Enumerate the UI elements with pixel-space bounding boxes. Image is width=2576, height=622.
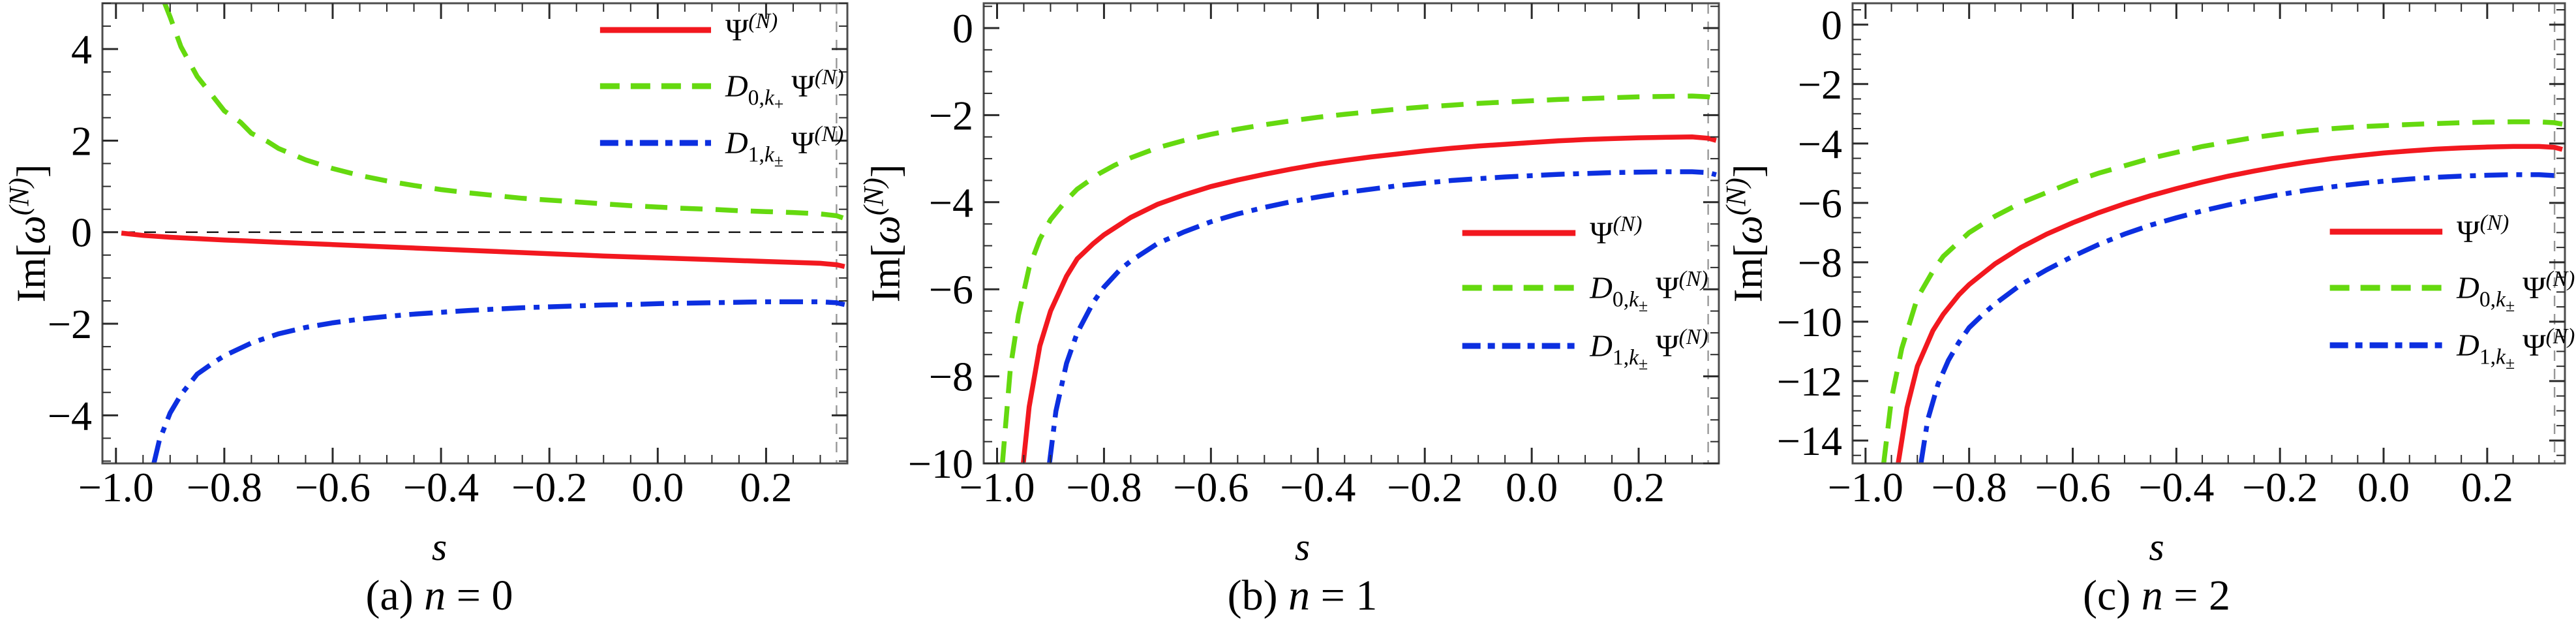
x-tick-label: −0.2 [2242, 464, 2318, 510]
x-tick-label: −0.8 [187, 464, 262, 510]
legend: Ψ(N) D0,k+ Ψ(N) D1,k± Ψ(N) [599, 9, 844, 170]
legend-label: D0,k± Ψ(N) [1589, 267, 1708, 315]
legend-label: Ψ(N) [1590, 212, 1642, 251]
axis-ticks [1853, 3, 2565, 463]
axis-ticks [984, 3, 1719, 465]
panel-caption: (b) n = 1 [1228, 572, 1378, 619]
panel-a: −1.0 −0.8 −0.6 −0.4 −0.2 0.0 0.2 4 2 0 −2 −4 Im[ω(N)… [4, 2, 849, 619]
legend-label: Ψ(N) [2457, 211, 2509, 249]
x-tick-label: −0.6 [295, 464, 371, 510]
legend-label: D0,k+ Ψ(N) [725, 65, 844, 114]
x-tick-label: 0.2 [2461, 464, 2513, 510]
y-tick-label: −2 [929, 92, 973, 138]
y-axis-label-group: Im[ω(N)] [858, 164, 909, 303]
y-tick-label: −14 [1777, 418, 1842, 464]
x-tick-label: −0.8 [1932, 464, 2007, 510]
legend-item-psi: Ψ(N) [1462, 212, 1642, 251]
y-tick-label: 2 [71, 117, 92, 164]
curve-d1 [151, 299, 845, 463]
x-tick-label: −0.4 [2138, 464, 2214, 510]
curve-d1 [1918, 172, 2563, 463]
x-axis-label: s [2149, 525, 2164, 568]
curve-psi [1896, 144, 2563, 463]
curve-psi [1020, 134, 1717, 463]
y-tick-label: −4 [1798, 121, 1842, 167]
curve-d0 [1881, 119, 2563, 463]
legend-item-d0: D0,k+ Ψ(N) [599, 65, 844, 114]
panel-c: −1.0 −0.8 −0.6 −0.4 −0.2 0.0 0.2 0 −2 −4 −6 −8 −10 −1… [1721, 2, 2575, 619]
y-tick-label: −2 [1798, 61, 1842, 108]
y-tick-label: −6 [1798, 180, 1842, 226]
plot-frame [101, 2, 849, 465]
y-tick-label: −8 [929, 354, 973, 400]
y-axis-label: Im[ω(N)] [1721, 164, 1771, 303]
y-axis-label-group: Im[ω(N)] [4, 164, 54, 303]
y-axis-label-group: Im[ω(N)] [1721, 164, 1771, 303]
plot-frame [1851, 2, 2566, 465]
y-tick-label: −6 [929, 266, 973, 313]
x-tick-label: −0.2 [511, 464, 587, 510]
y-tick-label: −12 [1777, 358, 1842, 405]
x-tick-label: 0.0 [631, 464, 684, 510]
legend-item-psi: Ψ(N) [599, 9, 778, 48]
x-tick-label: −0.6 [1173, 464, 1249, 510]
x-tick-label: −1.0 [959, 464, 1035, 510]
legend-item-d1: D1,k± Ψ(N) [2329, 324, 2575, 373]
x-tick-label: −0.4 [403, 464, 479, 510]
y-tick-label: −2 [48, 301, 92, 347]
legend-label: D0,k± Ψ(N) [2456, 267, 2575, 315]
y-tick-label: 4 [71, 26, 92, 72]
x-axis-label: s [432, 525, 447, 568]
plot-frame [982, 2, 1720, 465]
curve-d1 [1047, 169, 1717, 463]
curve-d0 [999, 93, 1717, 463]
legend: Ψ(N) D0,k± Ψ(N) D1,k± Ψ(N) [2329, 211, 2575, 373]
legend: Ψ(N) D0,k± Ψ(N) D1,k± Ψ(N) [1462, 212, 1708, 373]
legend-label: D1,k± Ψ(N) [2456, 324, 2575, 373]
y-axis-label: Im[ω(N)] [4, 164, 54, 303]
y-axis-label: Im[ω(N)] [858, 164, 909, 303]
x-tick-label: 0.2 [1613, 464, 1665, 510]
y-tick-label: 0 [71, 210, 92, 256]
y-tick-label: −10 [908, 441, 973, 487]
axis-ticks [102, 3, 847, 463]
legend-item-psi: Ψ(N) [2329, 211, 2509, 249]
y-tick-label: −8 [1798, 240, 1842, 286]
panel-caption: (c) n = 2 [2083, 572, 2230, 619]
curve-psi [121, 230, 845, 270]
legend-label: D1,k± Ψ(N) [725, 122, 843, 170]
x-tick-label: −0.2 [1387, 464, 1462, 510]
legend-item-d1: D1,k± Ψ(N) [599, 122, 843, 170]
x-tick-label: −0.6 [2035, 464, 2110, 510]
legend-item-d0: D0,k± Ψ(N) [1462, 267, 1708, 315]
x-tick-label: −0.8 [1066, 464, 1142, 510]
x-tick-label: 0.0 [2357, 464, 2410, 510]
curve-d0 [162, 3, 846, 221]
x-tick-label: 0.0 [1506, 464, 1558, 510]
y-tick-label: −4 [48, 392, 92, 439]
y-tick-label: 0 [1821, 2, 1842, 48]
y-tick-label: −10 [1777, 299, 1842, 345]
legend-item-d1: D1,k± Ψ(N) [1462, 325, 1708, 373]
legend-item-d0: D0,k± Ψ(N) [2329, 267, 2575, 315]
x-tick-label: −1.0 [1828, 464, 1903, 510]
legend-label: Ψ(N) [725, 9, 778, 48]
y-tick-label: 0 [952, 5, 973, 52]
x-tick-label: −0.4 [1280, 464, 1356, 510]
x-axis-label: s [1295, 525, 1310, 568]
panel-b: −1.0 −0.8 −0.6 −0.4 −0.2 0.0 0.2 0 −2 −4 −6 −8 −10 Im… [858, 2, 1720, 619]
y-tick-label: −4 [929, 179, 973, 226]
legend-label: D1,k± Ψ(N) [1589, 325, 1708, 373]
panel-caption: (a) n = 0 [366, 572, 513, 619]
x-tick-label: 0.2 [740, 464, 792, 510]
x-tick-label: −1.0 [78, 464, 154, 510]
